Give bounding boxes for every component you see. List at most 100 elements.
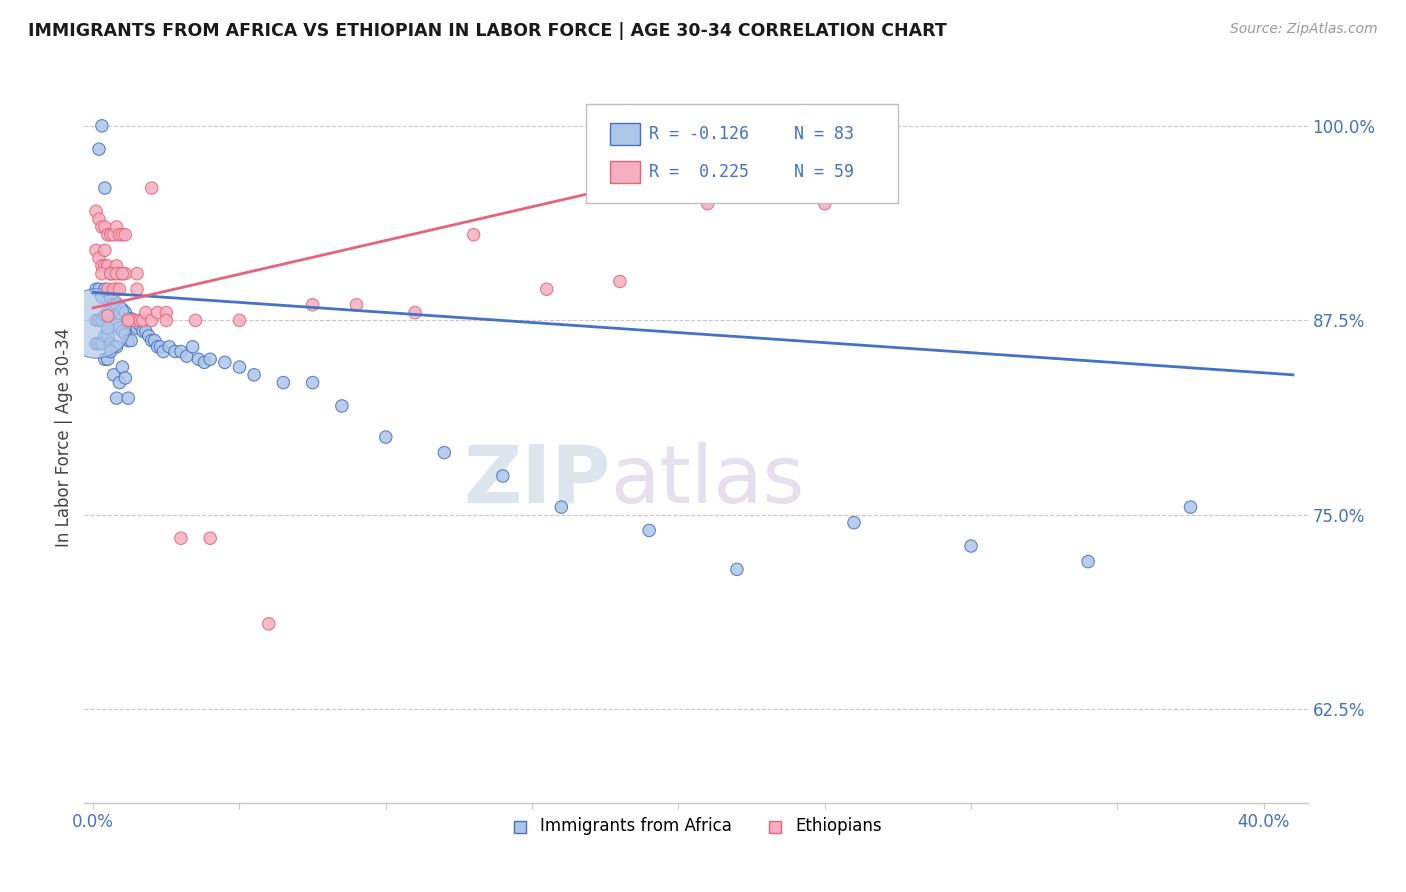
Text: R = -0.126: R = -0.126 (650, 125, 749, 143)
Point (157, 340, 180, 354)
Point (536, 282, 558, 296)
Y-axis label: In Labor Force | Age 30-34: In Labor Force | Age 30-34 (55, 327, 73, 547)
Point (105, 282, 128, 296)
Point (184, 313, 207, 327)
Point (90, 259, 112, 273)
Point (330, 399, 353, 413)
Point (84, 336, 107, 351)
Point (170, 531, 193, 545)
Point (129, 318, 152, 332)
Point (146, 340, 169, 354)
Point (165, 344, 187, 359)
Point (94, 352, 117, 367)
Text: atlas: atlas (610, 442, 804, 520)
Point (100, 336, 122, 351)
Point (105, 391, 128, 405)
Point (97, 227, 120, 242)
Point (111, 324, 134, 338)
Point (155, 313, 177, 327)
Point (463, 227, 485, 242)
Point (141, 313, 163, 327)
Point (146, 305, 169, 319)
Point (1180, 500, 1202, 515)
Point (105, 219, 128, 234)
Point (103, 227, 125, 242)
Point (100, 227, 122, 242)
Point (111, 359, 134, 374)
Point (108, 376, 131, 390)
Point (97, 309, 120, 323)
Point (94, 181, 117, 195)
Point (114, 267, 136, 281)
Point (143, 334, 166, 348)
Point (111, 227, 134, 242)
Point (243, 368, 266, 382)
Text: N = 83: N = 83 (794, 125, 853, 143)
Point (122, 313, 145, 327)
Point (135, 324, 157, 338)
Point (94, 309, 117, 323)
Point (105, 340, 128, 354)
Point (301, 376, 323, 390)
Point (103, 267, 125, 281)
Point (193, 355, 215, 369)
Point (90, 313, 112, 327)
Point (257, 616, 280, 631)
Point (97, 282, 120, 296)
Point (114, 327, 136, 342)
Point (117, 334, 139, 348)
Point (1077, 555, 1099, 569)
Point (84, 204, 107, 219)
Point (100, 267, 122, 281)
Point (725, 562, 748, 576)
Point (129, 313, 152, 327)
Point (550, 500, 572, 515)
Point (103, 318, 125, 332)
Point (141, 334, 163, 348)
Point (94, 282, 117, 296)
Point (105, 267, 128, 281)
Point (84, 244, 107, 258)
Point (120, 311, 142, 326)
Text: Source: ZipAtlas.com: Source: ZipAtlas.com (1230, 22, 1378, 37)
Text: N = 59: N = 59 (794, 162, 853, 180)
Point (125, 321, 148, 335)
Point (125, 282, 148, 296)
Point (87, 336, 110, 351)
Point (138, 329, 160, 343)
Point (103, 282, 125, 296)
Point (97, 285, 120, 300)
Point (122, 318, 145, 332)
Point (97, 329, 120, 343)
Point (103, 298, 125, 312)
Point (87, 313, 110, 327)
Point (94, 329, 117, 343)
Point (97, 309, 120, 323)
Point (111, 267, 134, 281)
Point (638, 524, 661, 538)
Point (108, 267, 131, 281)
Point (111, 302, 134, 317)
Point (94, 244, 117, 258)
Point (214, 355, 236, 369)
Point (108, 227, 131, 242)
Point (176, 349, 198, 363)
Point (155, 305, 177, 319)
Point (90, 336, 112, 351)
Point (374, 430, 396, 444)
Point (181, 340, 204, 354)
Point (120, 334, 142, 348)
Point (117, 313, 139, 327)
Point (198, 352, 221, 367)
Point (120, 313, 142, 327)
Point (228, 313, 250, 327)
Point (84, 313, 107, 327)
Point (90, 290, 112, 304)
Point (117, 311, 139, 326)
Point (111, 267, 134, 281)
Point (149, 340, 172, 354)
Point (125, 267, 148, 281)
Point (100, 344, 122, 359)
Point (141, 181, 163, 195)
Point (97, 259, 120, 273)
